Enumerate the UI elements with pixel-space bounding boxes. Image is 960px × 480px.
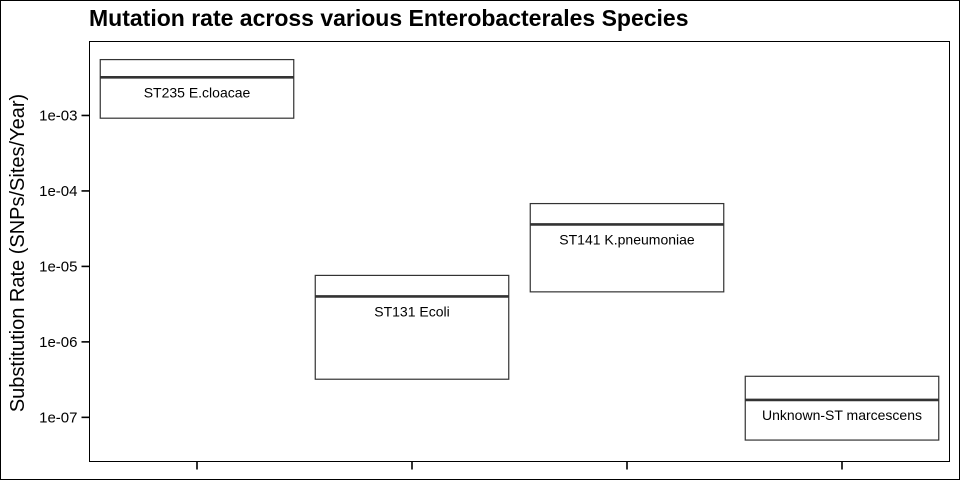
- box-rect: [314, 274, 510, 380]
- y-tick-label: 1e-06: [39, 334, 77, 351]
- plot-panel: [89, 41, 950, 462]
- box: Unknown-ST marcescens: [744, 375, 940, 441]
- y-axis: 1e-03 1e-04 1e-05 1e-06 1e-07: [39, 107, 90, 426]
- box-rect: [744, 375, 940, 441]
- box-label: Unknown-ST marcescens: [762, 407, 922, 423]
- chart-title: Mutation rate across various Enterobacte…: [89, 5, 689, 31]
- y-axis-label: Substitution Rate (SNPs/Sites/Year): [7, 94, 29, 412]
- box-label: ST141 K.pneumoniae: [559, 231, 695, 247]
- box-label: ST131 Ecoli: [374, 303, 449, 319]
- box: ST235 E.cloacae: [99, 58, 295, 119]
- y-tick-label: 1e-04: [39, 183, 77, 200]
- boxes: ST235 E.cloacae ST131 Ecoli ST141 K.pneumo…: [99, 58, 940, 441]
- x-axis: [196, 461, 843, 470]
- box-rect: [529, 202, 725, 293]
- y-tick-label: 1e-03: [39, 107, 77, 124]
- y-tick-label: 1e-07: [39, 409, 77, 426]
- box-label: ST235 E.cloacae: [144, 84, 251, 100]
- box-rect: [99, 58, 295, 119]
- y-tick-label: 1e-05: [39, 258, 77, 275]
- box: ST131 Ecoli: [314, 274, 510, 380]
- box: ST141 K.pneumoniae: [529, 202, 725, 293]
